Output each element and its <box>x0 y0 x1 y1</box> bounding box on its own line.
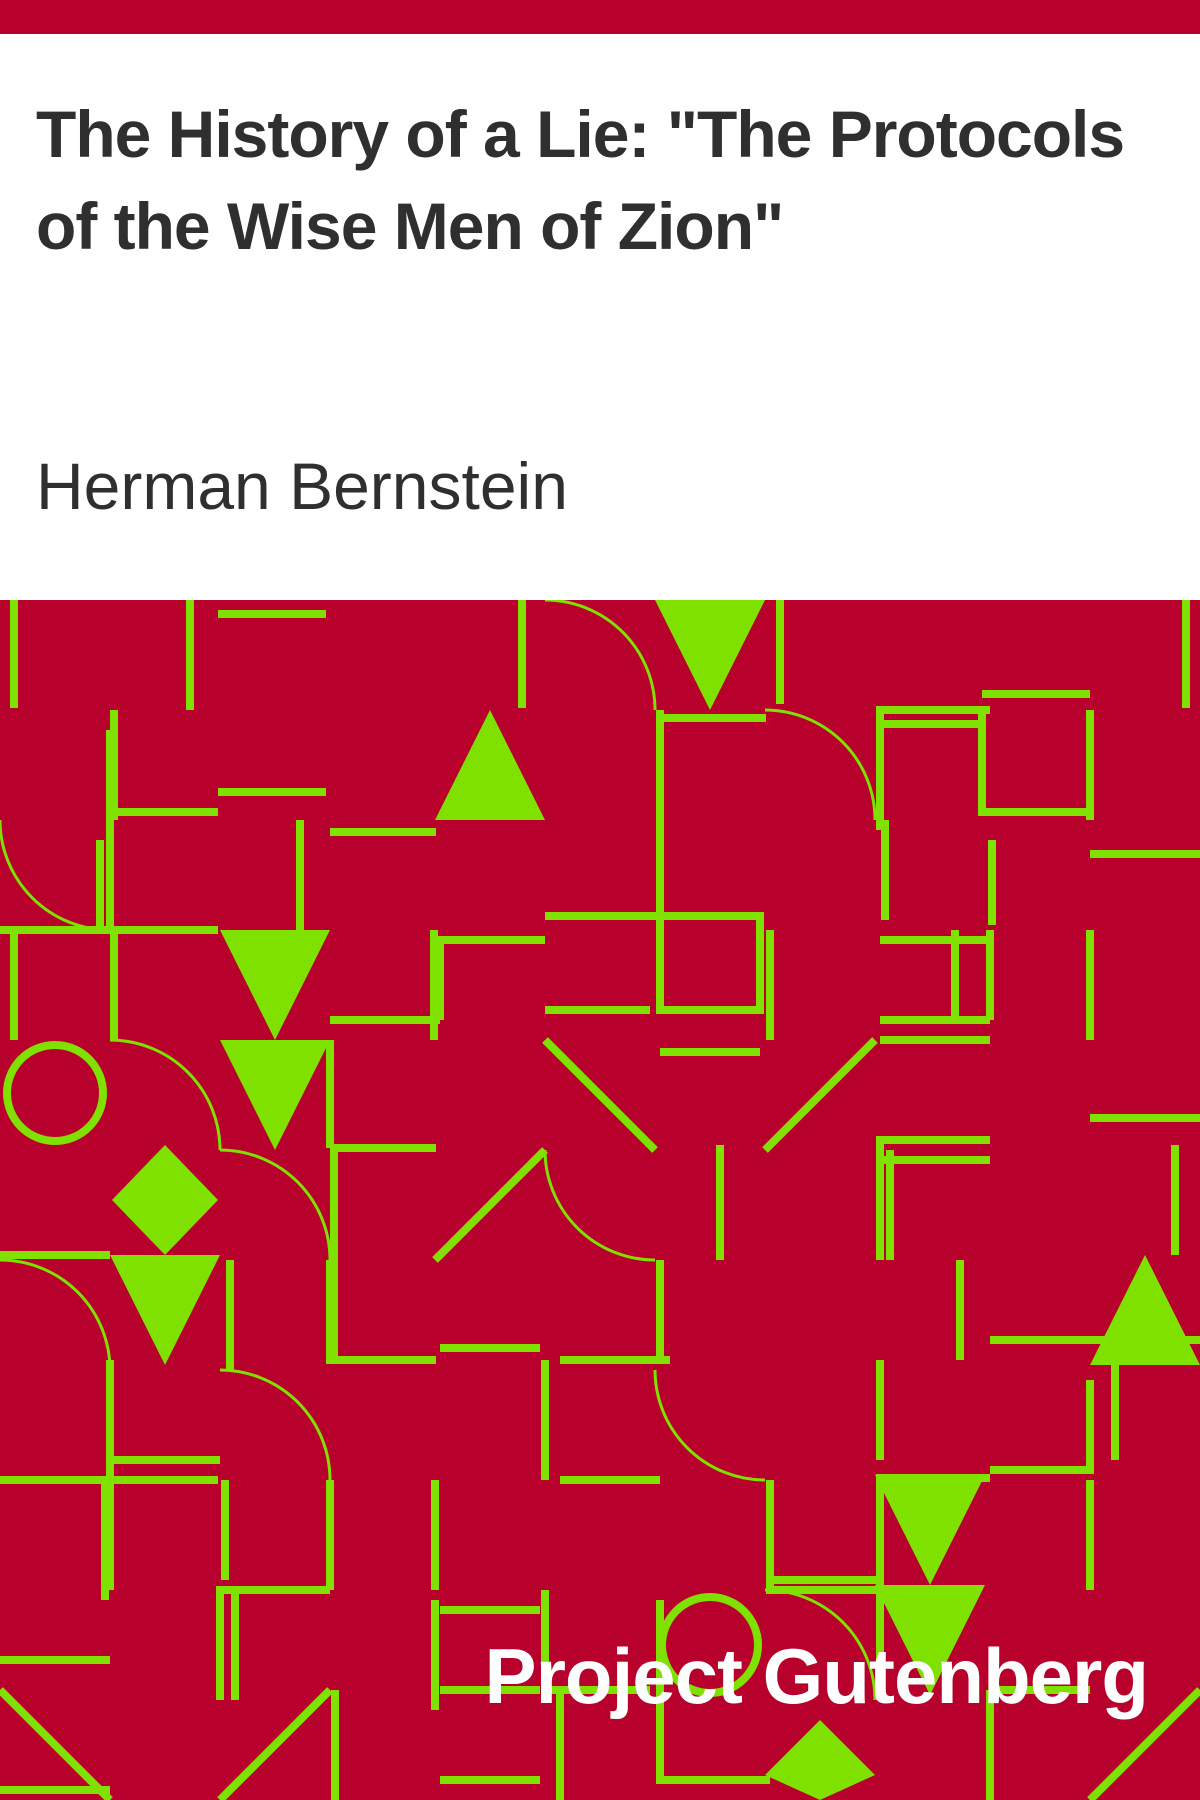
book-title: The History of a Lie: "The Protocols of … <box>36 97 1125 263</box>
triangle-icon <box>110 600 1200 1695</box>
line-icon <box>0 600 1200 1800</box>
circle-icon <box>3 1041 762 1697</box>
cover-pattern <box>0 600 1200 1800</box>
arc-icon <box>0 600 877 1701</box>
top-color-bar <box>0 0 1200 34</box>
diamond-icon <box>112 1145 875 1800</box>
publisher-name: Project Gutenberg <box>484 1632 1149 1720</box>
book-author: Herman Bernstein <box>36 449 568 523</box>
